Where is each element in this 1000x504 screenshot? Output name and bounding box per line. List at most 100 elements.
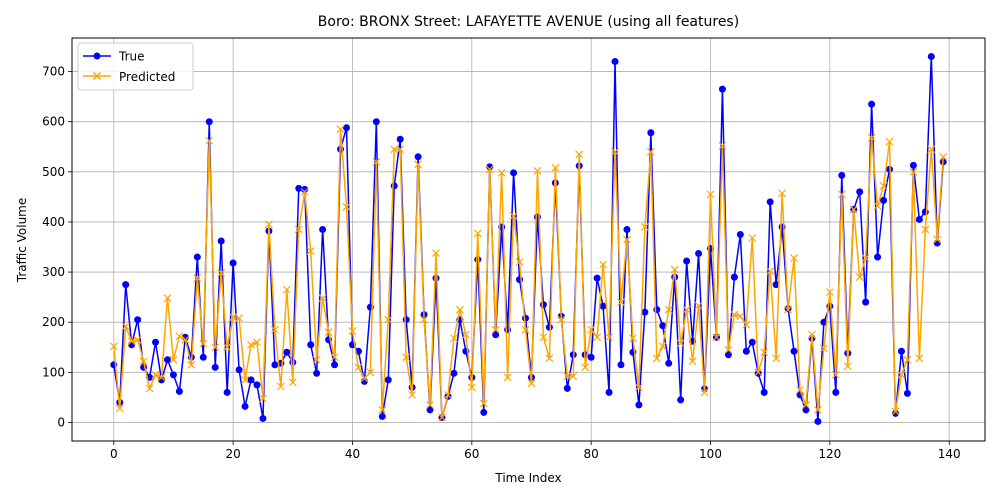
predicted-point — [539, 333, 548, 342]
true-point — [342, 124, 350, 132]
true-point — [259, 414, 267, 422]
predicted-point — [766, 267, 775, 276]
x-tick-label: 40 — [345, 447, 360, 461]
predicted-point — [223, 343, 232, 352]
true-point — [545, 323, 553, 331]
true-point — [169, 371, 177, 379]
x-tick-label: 20 — [225, 447, 240, 461]
true-point — [820, 318, 828, 326]
true-point — [605, 388, 613, 396]
predicted-point — [599, 260, 608, 269]
predicted-point — [909, 167, 918, 176]
true-point — [492, 331, 500, 339]
predicted-point — [312, 355, 321, 364]
predicted-point — [294, 225, 303, 234]
predicted-point — [563, 372, 572, 381]
true-point — [683, 257, 691, 265]
true-point — [874, 253, 882, 261]
true-point — [695, 250, 703, 258]
predicted-point — [354, 363, 363, 372]
predicted-point — [449, 334, 458, 343]
x-ticks: 0 20 40 60 80 100 120 140 — [110, 441, 961, 461]
predicted-point — [247, 340, 255, 349]
y-tick-label: 600 — [42, 115, 65, 129]
true-point — [659, 322, 667, 330]
x-tick-label: 0 — [110, 447, 118, 461]
true-point — [235, 366, 243, 374]
predicted-point — [145, 384, 154, 393]
predicted-point — [742, 320, 751, 329]
predicted-point — [718, 141, 727, 150]
predicted-point — [485, 165, 494, 174]
true-point — [158, 376, 166, 384]
predicted-point — [467, 383, 476, 392]
true-point — [862, 298, 870, 306]
predicted-point — [402, 353, 411, 362]
true-point — [868, 100, 876, 108]
predicted-point — [605, 333, 613, 342]
predicted-point — [264, 220, 273, 229]
predicted-point — [211, 343, 220, 352]
true-point — [175, 387, 183, 395]
predicted-point — [521, 325, 530, 334]
true-point — [927, 53, 935, 61]
predicted-point — [396, 145, 405, 154]
predicted-point — [670, 265, 679, 274]
x-tick-label: 100 — [699, 447, 722, 461]
x-tick-label: 60 — [464, 447, 479, 461]
predicted-point — [241, 375, 249, 384]
predicted-point — [700, 388, 709, 397]
predicted-point — [873, 201, 882, 210]
predicted-point — [849, 205, 858, 214]
true-point — [223, 388, 231, 396]
true-point — [283, 348, 291, 356]
true-point — [897, 347, 905, 355]
predicted-point — [139, 357, 148, 366]
predicted-point — [473, 229, 482, 238]
predicted-point — [712, 333, 721, 342]
x-tick-label: 120 — [818, 447, 841, 461]
predicted-point — [879, 181, 888, 190]
predicted-point — [623, 235, 631, 244]
predicted-point — [438, 413, 446, 422]
true-point — [301, 185, 309, 193]
true-point — [384, 376, 392, 384]
predicted-point — [157, 373, 166, 382]
true-point — [802, 406, 810, 414]
true-point — [241, 402, 249, 410]
predicted-point — [509, 212, 518, 220]
y-ticks: 0 100 200 300 400 500 600 700 — [42, 65, 72, 429]
predicted-point — [282, 285, 291, 294]
true-point — [480, 408, 488, 416]
true-point — [331, 361, 339, 369]
predicted-point — [360, 374, 369, 383]
predicted-point — [640, 223, 649, 231]
true-point — [193, 253, 201, 261]
true-point — [748, 338, 756, 346]
predicted-point — [724, 345, 733, 354]
predicted-point — [414, 160, 423, 169]
predicted-point — [611, 147, 619, 156]
predicted-point — [133, 335, 142, 344]
predicted-point — [760, 348, 769, 357]
predicted-point — [581, 363, 590, 372]
predicted-point — [444, 390, 452, 399]
true-point — [253, 381, 261, 389]
predicted-point — [205, 136, 214, 145]
true-point — [122, 281, 130, 289]
true-point — [128, 341, 136, 349]
true-point — [486, 163, 494, 171]
true-point — [754, 369, 762, 377]
predicted-point — [288, 378, 297, 387]
predicted-point — [503, 373, 512, 382]
predicted-point — [378, 405, 387, 414]
predicted-point — [515, 258, 524, 266]
predicted-point — [163, 294, 172, 303]
true-point — [880, 196, 888, 204]
true-point — [730, 273, 738, 281]
true-point — [199, 353, 207, 361]
true-point — [909, 161, 917, 169]
predicted-series — [109, 125, 948, 422]
predicted-point — [658, 342, 667, 351]
